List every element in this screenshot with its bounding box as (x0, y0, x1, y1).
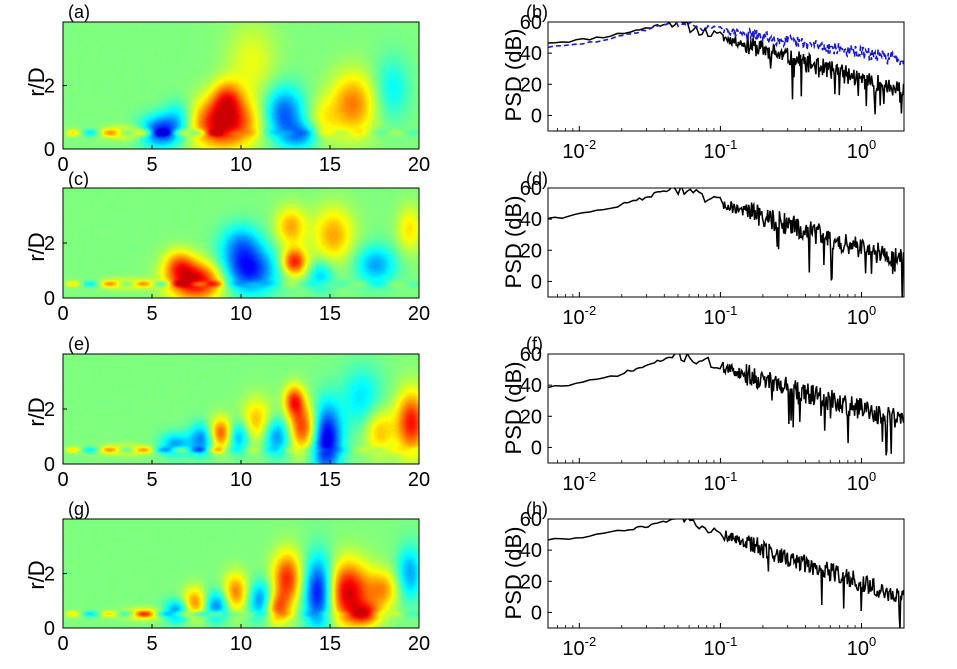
xtick-label: 0 (57, 154, 68, 176)
ytick-label: 0 (531, 602, 542, 624)
xtick-label: 0 (57, 303, 68, 325)
xtick-label: 5 (146, 633, 157, 655)
panel-label-b: (b) (526, 2, 548, 22)
heatmap-image-g (63, 519, 419, 628)
ytick-label: 60 (520, 509, 542, 531)
psd-series-solid (548, 22, 904, 115)
xtick-label: 10 (230, 154, 252, 176)
panel-c: (c) r/D 0 5 10 15 20 0 2 (24, 169, 430, 325)
ytick-label: 40 (520, 540, 542, 562)
panel-d: (d) PSD (dB) 0 20 40 60 10-2 10-1 100 (501, 169, 905, 329)
xtick-label: 15 (319, 303, 341, 325)
axes-frame-h (547, 518, 905, 629)
panel-h: (h) PSD (dB) 0 20 40 60 10-2 10-1 100 (501, 499, 905, 660)
xtick-label: 10 (230, 303, 252, 325)
xtick-label: 10-2 (562, 634, 596, 660)
xtick-label: 10-1 (704, 303, 738, 329)
panel-label-g: (g) (68, 499, 90, 519)
ytick-label: 0 (531, 437, 542, 459)
xtick-label: 10-1 (704, 469, 738, 495)
xtick-label: 10-1 (704, 137, 738, 163)
xtick-label: 5 (146, 469, 157, 491)
xtick-label: 20 (408, 303, 430, 325)
xtick-label: 10 (230, 469, 252, 491)
psd-series-solid (548, 188, 904, 297)
xtick-label: 100 (847, 137, 876, 163)
ytick-label: 2 (44, 233, 55, 255)
ytick-label: 60 (520, 344, 542, 366)
axes-frame-b (547, 21, 905, 132)
psd-series-solid (548, 354, 904, 456)
xtick-label: 0 (57, 633, 68, 655)
panel-label-e: (e) (68, 334, 90, 354)
ylabel-e: r/D (24, 397, 49, 426)
ylabel-f: PSD (dB) (501, 362, 526, 455)
xtick-label: 15 (319, 633, 341, 655)
ytick-label: 0 (531, 271, 542, 293)
xtick-label: 10 (230, 633, 252, 655)
heatmap-image-c (63, 188, 419, 298)
ytick-label: 0 (44, 139, 55, 161)
panel-b: (b) PSD (dB) 0 20 40 60 10-2 10-1 100 (501, 2, 905, 163)
ytick-label: 0 (531, 105, 542, 127)
ytick-label: 20 (520, 571, 542, 593)
ytick-label: 20 (520, 74, 542, 96)
ytick-label: 0 (44, 288, 55, 310)
xtick-label: 5 (146, 303, 157, 325)
xtick-label: 100 (847, 634, 876, 660)
ylabel-b: PSD (dB) (501, 29, 526, 122)
xtick-label: 15 (319, 154, 341, 176)
xtick-label: 0 (57, 469, 68, 491)
ytick-label: 0 (44, 454, 55, 476)
xtick-label: 15 (319, 469, 341, 491)
panel-label-c: (c) (68, 169, 89, 189)
xtick-label: 100 (847, 469, 876, 495)
ytick-label: 20 (520, 406, 542, 428)
heatmap-image-a (63, 22, 419, 149)
panel-label-h: (h) (526, 499, 548, 519)
xtick-label: 5 (146, 154, 157, 176)
axes-frame-d (547, 187, 905, 298)
panel-g: (g) r/D 0 5 10 15 20 0 2 (24, 499, 430, 655)
ytick-label: 60 (520, 12, 542, 34)
xtick-label: 10-1 (704, 634, 738, 660)
ylabel-h: PSD (dB) (501, 527, 526, 620)
xtick-label: 20 (408, 633, 430, 655)
xtick-label: 10-2 (562, 469, 596, 495)
ytick-label: 20 (520, 240, 542, 262)
ytick-label: 40 (520, 209, 542, 231)
ytick-label: 0 (44, 618, 55, 640)
xtick-label: 100 (847, 303, 876, 329)
ytick-label: 40 (520, 43, 542, 65)
ytick-label: 40 (520, 375, 542, 397)
xtick-label: 20 (408, 154, 430, 176)
panel-e: (e) r/D 0 5 10 15 20 0 2 (24, 334, 430, 491)
panel-a: (a) r/D 0 5 10 15 20 0 2 (24, 2, 430, 176)
panel-label-a: (a) (68, 2, 90, 22)
heatmap-image-e (63, 354, 419, 464)
panel-f: (f) PSD (dB) 0 20 40 60 10-2 10-1 100 (501, 334, 905, 495)
psd-series-dashed (548, 22, 904, 66)
xtick-label: 10-2 (562, 303, 596, 329)
psd-series-solid (548, 519, 904, 628)
panel-label-f: (f) (526, 334, 543, 354)
ylabel-c: r/D (24, 232, 49, 261)
xtick-label: 10-2 (562, 137, 596, 163)
ytick-label: 2 (44, 76, 55, 98)
ylabel-a: r/D (24, 67, 49, 96)
ylabel-d: PSD (dB) (501, 196, 526, 289)
ytick-label: 60 (520, 178, 542, 200)
ylabel-g: r/D (24, 560, 49, 589)
ytick-label: 2 (44, 399, 55, 421)
axes-frame-f (547, 353, 905, 464)
panel-label-d: (d) (526, 169, 548, 189)
ytick-label: 2 (44, 564, 55, 586)
xtick-label: 20 (408, 469, 430, 491)
